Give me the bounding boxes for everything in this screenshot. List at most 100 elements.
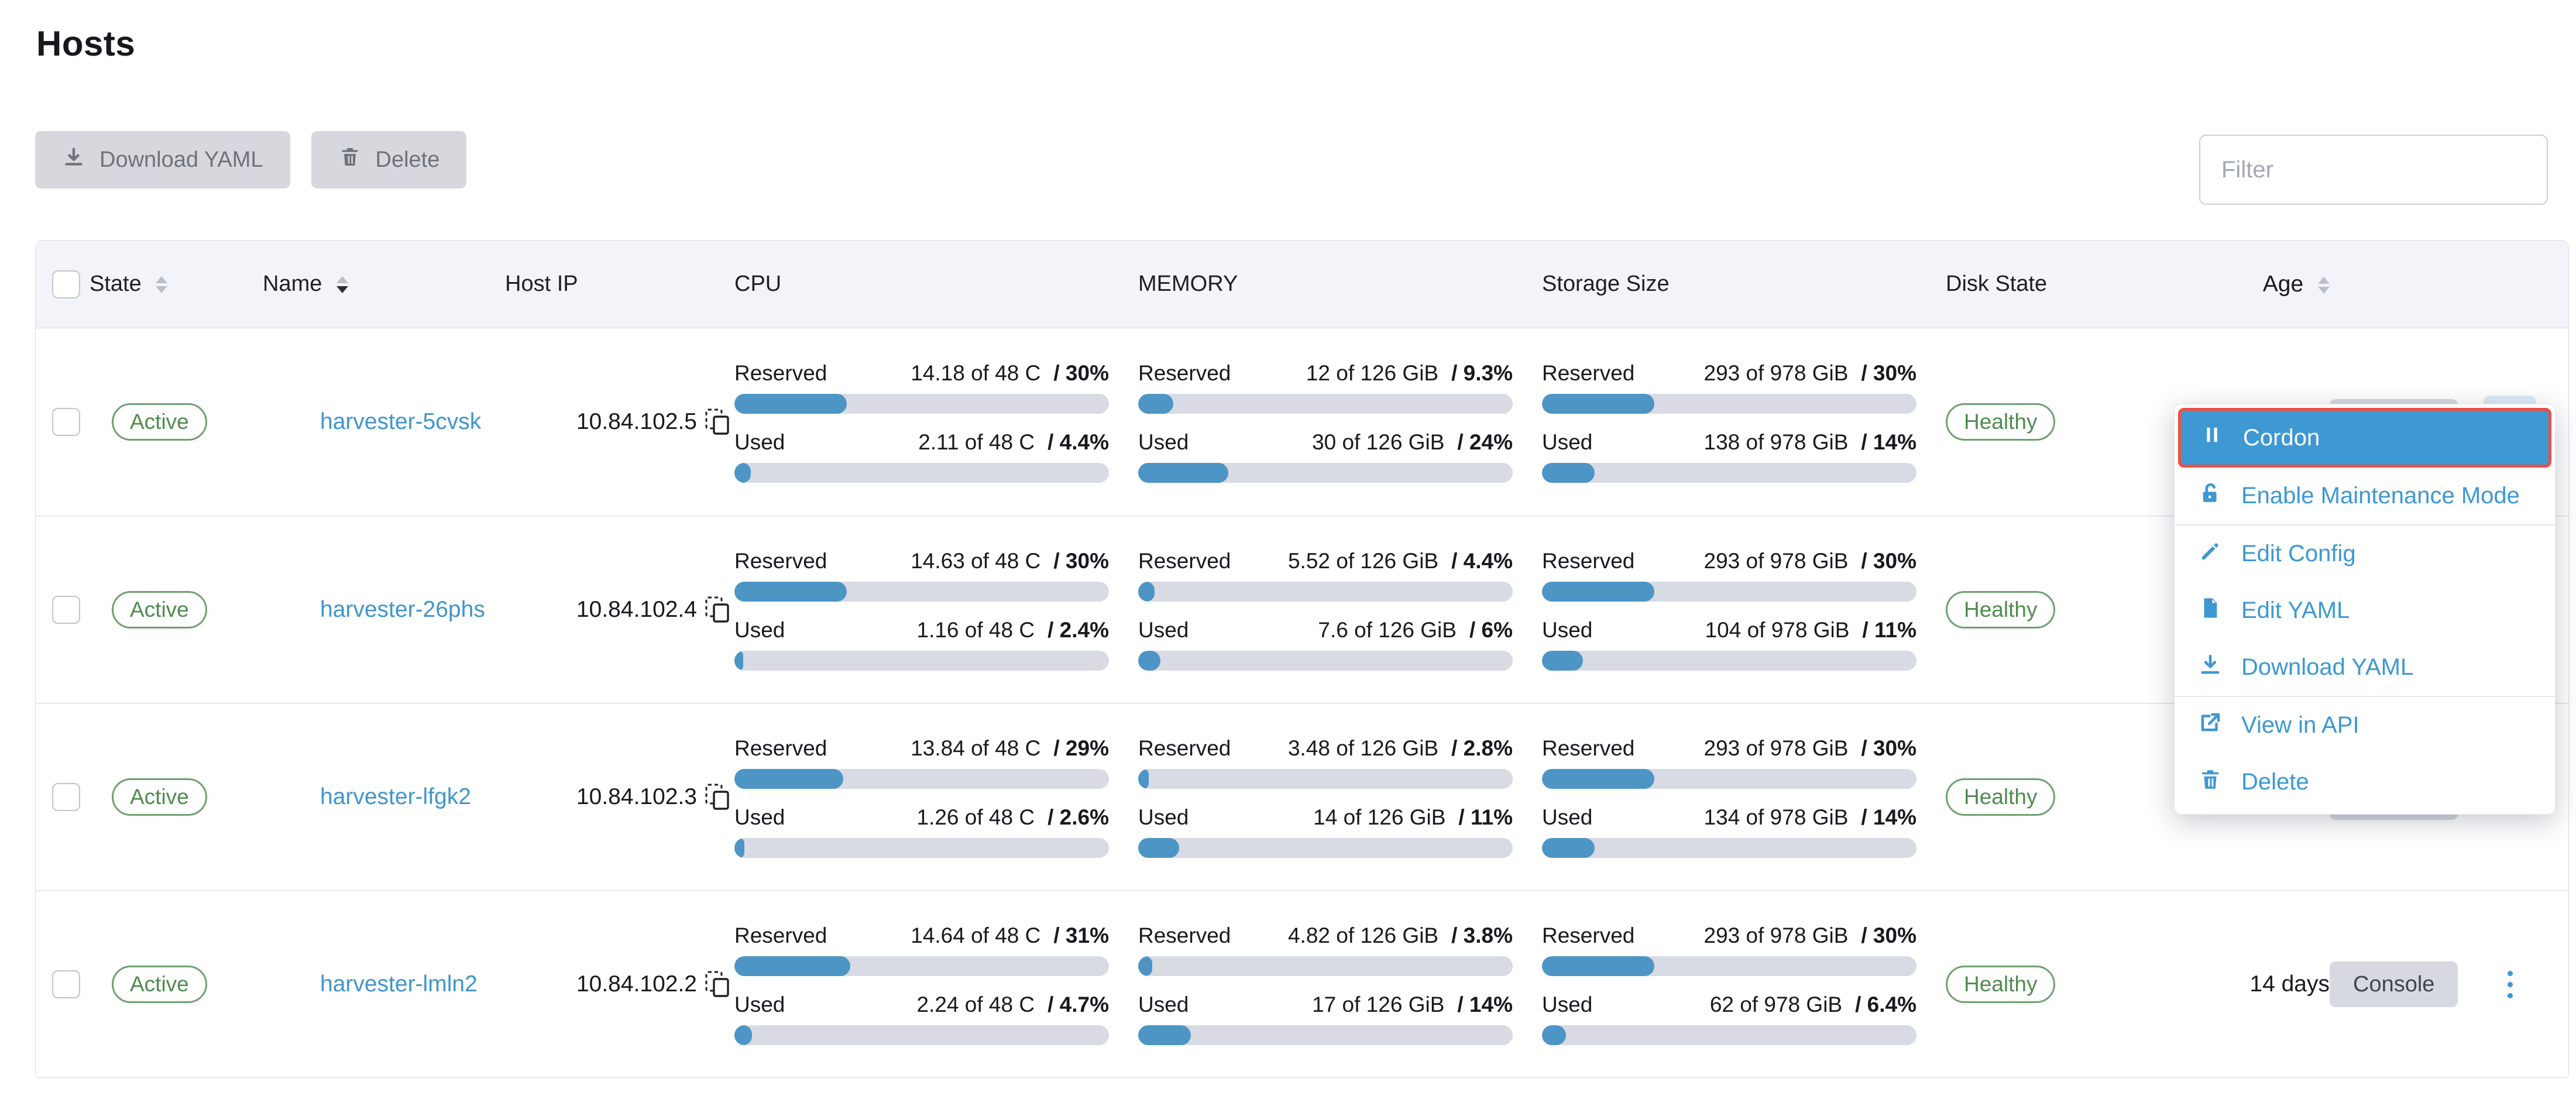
- hosts-table: State Name Host IP CPU MEMORY Storage Si…: [35, 240, 2569, 1078]
- unlock-icon: [2198, 481, 2223, 511]
- row-kebab-button[interactable]: [2484, 958, 2536, 1011]
- meter-value: 1.26 of 48 C: [916, 805, 1035, 829]
- menu-item-delete[interactable]: Delete: [2175, 754, 2555, 810]
- meter-percent: / 2.4%: [1047, 618, 1109, 642]
- meter-label: Used: [1138, 430, 1189, 454]
- meter-value: 138 of 978 GiB: [1703, 430, 1849, 454]
- progress-bar: [734, 651, 1109, 671]
- column-header-disk-state[interactable]: Disk State: [1946, 272, 2048, 296]
- sort-icon: [336, 276, 348, 294]
- row-checkbox[interactable]: [52, 970, 80, 998]
- menu-item-edit-yaml[interactable]: Edit YAML: [2175, 582, 2555, 639]
- menu-item-enable-maintenance-mode[interactable]: Enable Maintenance Mode: [2175, 468, 2555, 524]
- menu-item-view-in-api[interactable]: View in API: [2175, 697, 2555, 754]
- state-badge: Active: [112, 591, 207, 629]
- host-name-link[interactable]: harvester-26phs: [320, 597, 485, 622]
- sort-icon: [2318, 276, 2330, 294]
- cpu-meter: Reserved 13.84 of 48 C / 29% Used 1.26 of…: [734, 736, 1138, 858]
- delete-button[interactable]: Delete: [311, 131, 467, 188]
- cpu-meter: Reserved 14.64 of 48 C / 31% Used 2.24 of…: [734, 923, 1138, 1045]
- meter-value: 12 of 126 GiB: [1306, 361, 1439, 385]
- cpu-meter: Reserved 14.18 of 48 C / 30% Used 2.11 of…: [734, 361, 1138, 483]
- meter-value: 2.24 of 48 C: [916, 992, 1035, 1016]
- external-link-icon: [2198, 710, 2223, 741]
- copy-icon[interactable]: [704, 970, 731, 999]
- meter-label: Used: [1542, 805, 1593, 829]
- pause-icon: [2200, 423, 2224, 453]
- meter-value: 14 of 126 GiB: [1313, 805, 1446, 829]
- meter-percent: / 4.4%: [1047, 430, 1109, 454]
- meter-percent: / 3.8%: [1451, 923, 1513, 947]
- delete-label: Delete: [375, 147, 440, 172]
- copy-icon[interactable]: [704, 595, 731, 624]
- meter-value: 134 of 978 GiB: [1703, 805, 1849, 829]
- meter-label: Used: [1138, 992, 1189, 1016]
- meter-value: 293 of 978 GiB: [1703, 549, 1849, 573]
- trash-icon: [2198, 767, 2223, 798]
- console-button[interactable]: Console: [2330, 961, 2458, 1007]
- meter-label: Reserved: [1138, 549, 1231, 573]
- select-all-checkbox[interactable]: [52, 270, 80, 298]
- column-header-memory[interactable]: MEMORY: [1138, 272, 1238, 296]
- meter-label: Used: [1542, 430, 1593, 454]
- meter-value: 104 of 978 GiB: [1705, 618, 1850, 642]
- meter-percent: / 30%: [1861, 923, 1916, 947]
- meter-label: Reserved: [1542, 923, 1635, 947]
- sort-icon: [156, 276, 168, 294]
- host-ip: 10.84.102.3: [576, 784, 697, 809]
- meter-percent: / 9.3%: [1451, 361, 1513, 385]
- disk-state-badge: Healthy: [1946, 966, 2056, 1003]
- meter-value: 1.16 of 48 C: [916, 618, 1035, 642]
- host-name-link[interactable]: harvester-lmln2: [320, 971, 478, 997]
- progress-bar: [1138, 394, 1513, 414]
- download-yaml-button[interactable]: Download YAML: [35, 131, 290, 188]
- row-action-menu: Cordon Enable Maintenance Mode Edit Conf…: [2174, 404, 2556, 815]
- meter-value: 2.11 of 48 C: [918, 430, 1035, 454]
- progress-bar: [1138, 1025, 1513, 1045]
- progress-bar: [1542, 769, 1916, 789]
- row-checkbox[interactable]: [52, 596, 80, 624]
- meter-percent: / 4.7%: [1047, 992, 1109, 1016]
- meter-value: 5.52 of 126 GiB: [1287, 549, 1439, 573]
- progress-bar: [734, 769, 1109, 789]
- meter-percent: / 30%: [1053, 361, 1109, 385]
- column-header-host-ip[interactable]: Host IP: [505, 272, 578, 296]
- progress-bar: [734, 956, 1109, 976]
- column-header-age[interactable]: Age: [2175, 272, 2330, 297]
- cpu-meter: Reserved 14.63 of 48 C / 30% Used 1.16 of…: [734, 549, 1138, 671]
- meter-value: 62 of 978 GiB: [1709, 992, 1843, 1016]
- meter-label: Reserved: [1138, 736, 1231, 760]
- meter-label: Reserved: [1542, 736, 1635, 760]
- progress-bar: [1138, 463, 1513, 483]
- column-header-state[interactable]: State: [90, 272, 263, 297]
- meter-value: 14.63 of 48 C: [911, 549, 1041, 573]
- meter-label: Used: [1542, 618, 1593, 642]
- progress-bar: [734, 1025, 1109, 1045]
- menu-item-edit-config[interactable]: Edit Config: [2175, 526, 2555, 582]
- meter-value: 7.6 of 126 GiB: [1318, 618, 1457, 642]
- file-icon: [2198, 596, 2223, 626]
- toolbar: Download YAML Delete: [35, 131, 467, 188]
- trash-icon: [338, 145, 362, 174]
- meter-value: 14.64 of 48 C: [911, 923, 1041, 947]
- copy-icon[interactable]: [704, 407, 731, 437]
- meter-percent: / 14%: [1457, 992, 1513, 1016]
- host-ip: 10.84.102.5: [576, 409, 697, 434]
- row-checkbox[interactable]: [52, 783, 80, 811]
- filter-input[interactable]: [2199, 135, 2548, 205]
- column-header-name[interactable]: Name: [263, 272, 505, 297]
- menu-item-download-yaml[interactable]: Download YAML: [2175, 639, 2555, 696]
- page-title: Hosts: [36, 24, 136, 63]
- column-header-cpu[interactable]: CPU: [734, 272, 782, 296]
- host-name-link[interactable]: harvester-lfgk2: [320, 784, 471, 809]
- meter-percent: / 2.6%: [1047, 805, 1109, 829]
- progress-bar: [1542, 956, 1916, 976]
- column-header-storage[interactable]: Storage Size: [1542, 272, 1670, 296]
- row-checkbox[interactable]: [52, 408, 80, 436]
- meter-percent: / 11%: [1458, 805, 1513, 829]
- host-name-link[interactable]: harvester-5cvsk: [320, 409, 482, 434]
- copy-icon[interactable]: [704, 782, 731, 812]
- progress-bar: [1138, 769, 1513, 789]
- menu-item-cordon[interactable]: Cordon: [2178, 408, 2551, 468]
